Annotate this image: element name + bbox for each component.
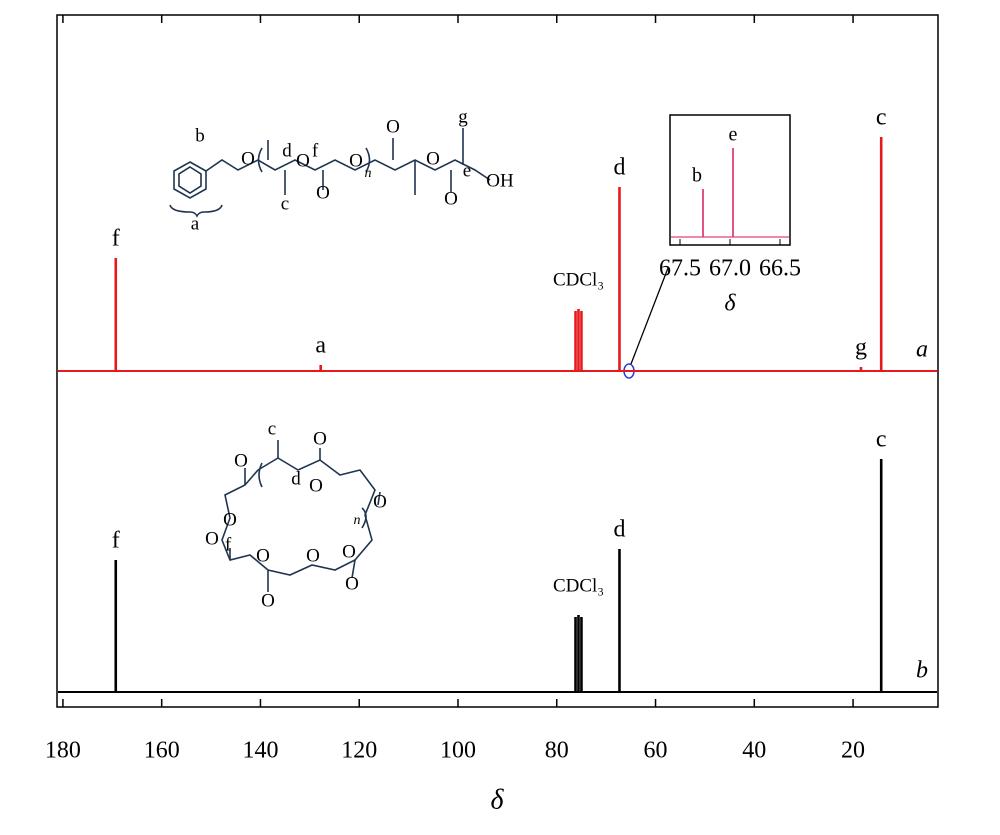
x-tick-label: 80 [545,738,569,764]
ring-bonds [221,457,376,576]
structure-label: O [316,182,330,203]
structure-label: O [261,590,275,611]
inset-peak-label: b [692,165,702,187]
plot-frame [56,14,939,708]
inset-x-tick-label: 66.5 [759,256,801,282]
peak-label: d [613,155,625,181]
inset-x-tick-label: 67.0 [709,256,751,282]
peak-label: a [315,333,326,359]
peak-label: f [112,528,120,554]
x-tick-label: 60 [644,738,668,764]
structure-label: c [281,193,289,214]
bracket [169,204,223,218]
inset-x-tick-label: 67.5 [659,256,701,282]
structure-label: O [444,188,458,209]
structure-label: OH [486,170,514,191]
structure-label: O [306,545,320,566]
structure-label: O [223,509,237,530]
structure-label: c [268,418,276,439]
structure-label: O [349,150,363,171]
zoom-pointer [630,267,669,365]
parentheses [257,147,371,173]
structure-label: d [282,140,292,161]
peak-label: CDCl₃ [553,269,604,290]
x-tick-label: 160 [144,738,180,764]
series-label: a [916,337,928,363]
inset-frame [669,114,791,246]
structure-label: d [291,468,301,489]
side-bonds [267,128,464,195]
structure-b [221,440,381,592]
parentheses [258,462,367,529]
structure-label: b [195,125,205,146]
structure-label: f [225,534,232,555]
peak-label: g [855,335,867,361]
series-label: b [916,658,928,684]
structure-label: O [234,450,248,471]
structure-label: O [256,545,270,566]
structure-label: O [426,148,440,169]
x-tick-label: 20 [841,738,865,764]
peak-label: c [876,105,887,131]
structure-label: O [345,573,359,594]
inset-x-label: δ [724,291,736,317]
inset-peak-label: e [729,124,738,146]
x-tick-label: 100 [440,738,476,764]
peak-label: d [613,517,625,543]
x-tick-label: 40 [742,738,766,764]
structure-label: O [386,116,400,137]
structure-label: O [313,428,327,449]
structure-label: f [312,140,319,161]
peak-label: CDCl₃ [553,575,604,596]
side-bonds [229,440,381,592]
x-axis-label: δ [490,784,504,815]
structure-label: e [463,160,471,181]
x-tick-label: 120 [341,738,377,764]
structure-label: O [205,528,219,549]
structure-label: g [458,106,468,127]
benzene-inner [178,166,202,194]
structure-label: a [191,213,200,234]
structure-label: O [309,475,323,496]
x-tick-label: 180 [45,738,81,764]
structure-label: O [342,541,356,562]
peak-label: c [876,427,887,453]
structure-label: n [365,166,372,181]
x-tick-label: 140 [242,738,278,764]
structure-label: n [354,513,361,528]
structure-a [169,128,491,218]
structure-label: O [241,148,255,169]
structure-label: O [296,150,310,171]
structure-label: O [373,491,387,512]
peak-label: f [112,226,120,252]
chain-bonds [205,159,491,181]
